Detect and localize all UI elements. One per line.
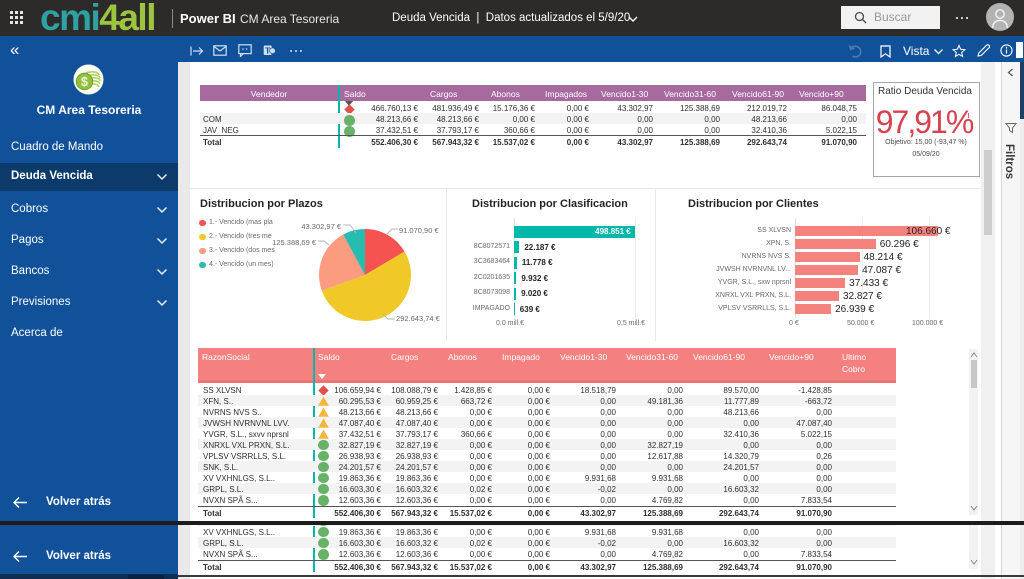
svg-text:T: T [265,46,271,56]
svg-text:$: $ [81,75,88,89]
